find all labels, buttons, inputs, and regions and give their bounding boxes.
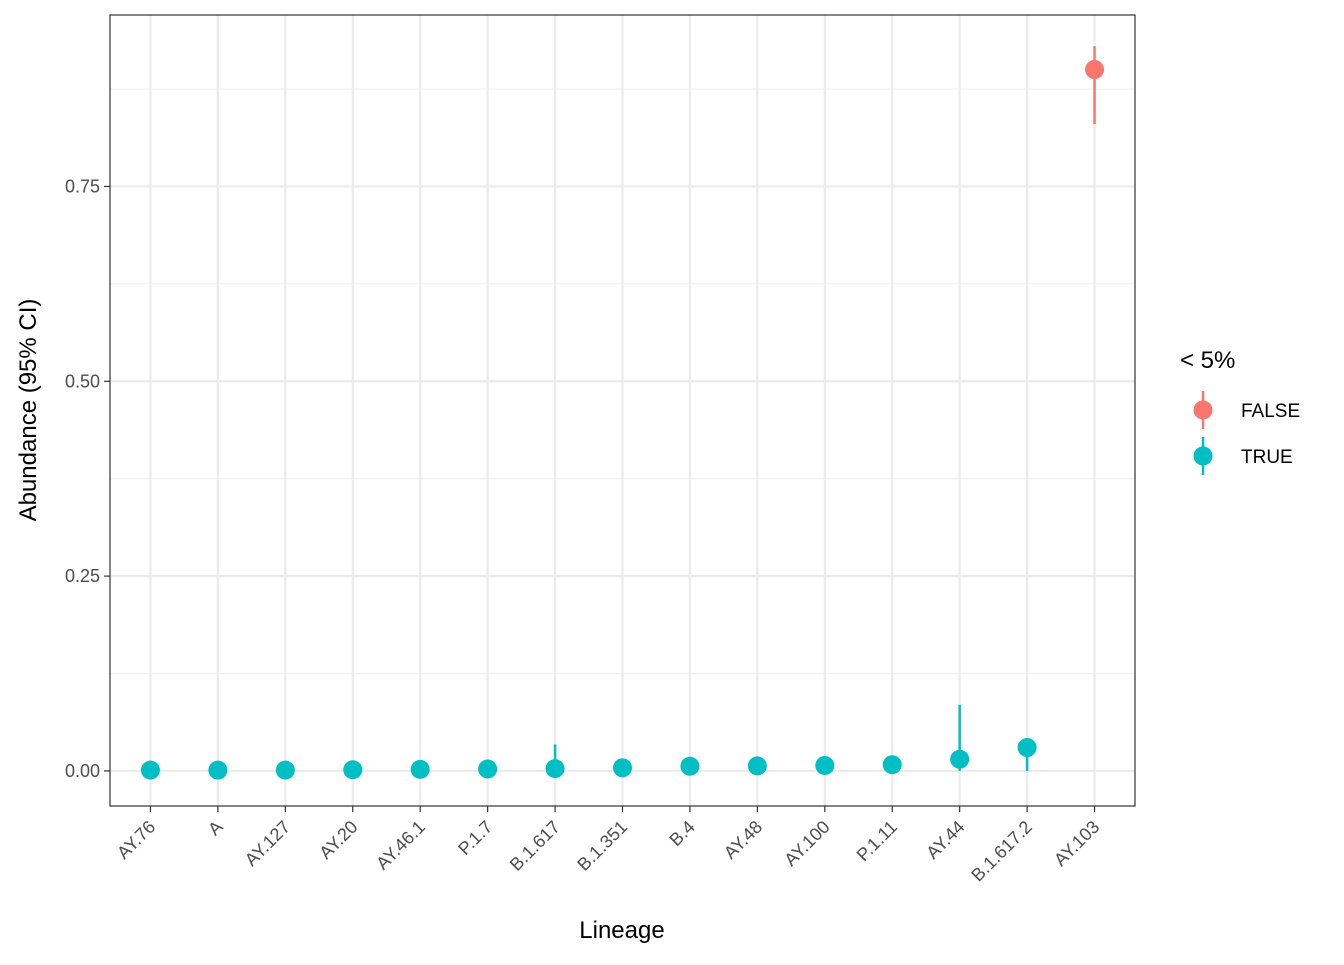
grid-layer: [110, 15, 1135, 806]
data-point: [1017, 738, 1037, 758]
y-tick-label: 0.75: [65, 176, 100, 196]
y-axis-title: Abundance (95% CI): [15, 299, 42, 522]
data-point: [208, 760, 228, 780]
legend-key-point: [1193, 446, 1213, 466]
data-point: [680, 756, 700, 776]
legend-label: TRUE: [1241, 447, 1293, 468]
y-tick-label: 0.25: [65, 566, 100, 586]
data-point: [545, 759, 565, 779]
y-tick-label: 0.50: [65, 371, 100, 391]
data-point: [410, 759, 430, 779]
data-point: [613, 758, 632, 778]
data-point: [1085, 60, 1105, 80]
legend-key-point: [1193, 400, 1213, 420]
data-layer: [140, 46, 1105, 780]
data-point: [275, 760, 295, 780]
data-point: [140, 760, 160, 780]
data-point: [815, 755, 835, 775]
legend-entries: FALSE TRUE: [1193, 391, 1300, 475]
legend-label: FALSE: [1241, 401, 1300, 422]
data-point: [747, 756, 767, 776]
legend-title: < 5%: [1180, 347, 1235, 374]
data-point: [343, 760, 363, 780]
data-point: [882, 755, 902, 775]
legend: < 5% FALSE TRUE: [1180, 347, 1300, 475]
x-axis-title: Lineage: [579, 917, 664, 944]
data-point: [950, 749, 970, 769]
data-point: [478, 759, 498, 779]
y-tick-label: 0.00: [65, 761, 100, 781]
